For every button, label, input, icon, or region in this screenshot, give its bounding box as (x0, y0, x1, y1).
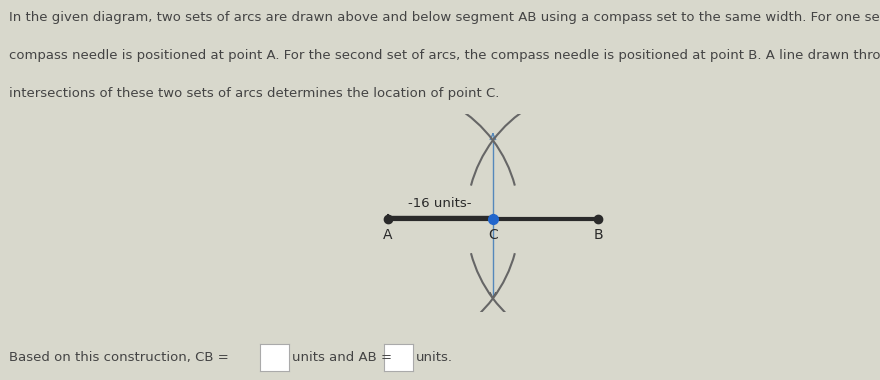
Text: intersections of these two sets of arcs determines the location of point C.: intersections of these two sets of arcs … (9, 87, 499, 100)
Text: A: A (383, 228, 392, 242)
Text: In the given diagram, two sets of arcs are drawn above and below segment AB usin: In the given diagram, two sets of arcs a… (9, 11, 880, 24)
Text: -16 units-: -16 units- (408, 197, 472, 210)
Text: C: C (488, 228, 498, 242)
Text: units and AB =: units and AB = (292, 351, 392, 364)
Text: B: B (593, 228, 603, 242)
Text: Based on this construction, CB =: Based on this construction, CB = (9, 351, 229, 364)
Text: compass needle is positioned at point A. For the second set of arcs, the compass: compass needle is positioned at point A.… (9, 49, 880, 62)
Text: units.: units. (416, 351, 453, 364)
